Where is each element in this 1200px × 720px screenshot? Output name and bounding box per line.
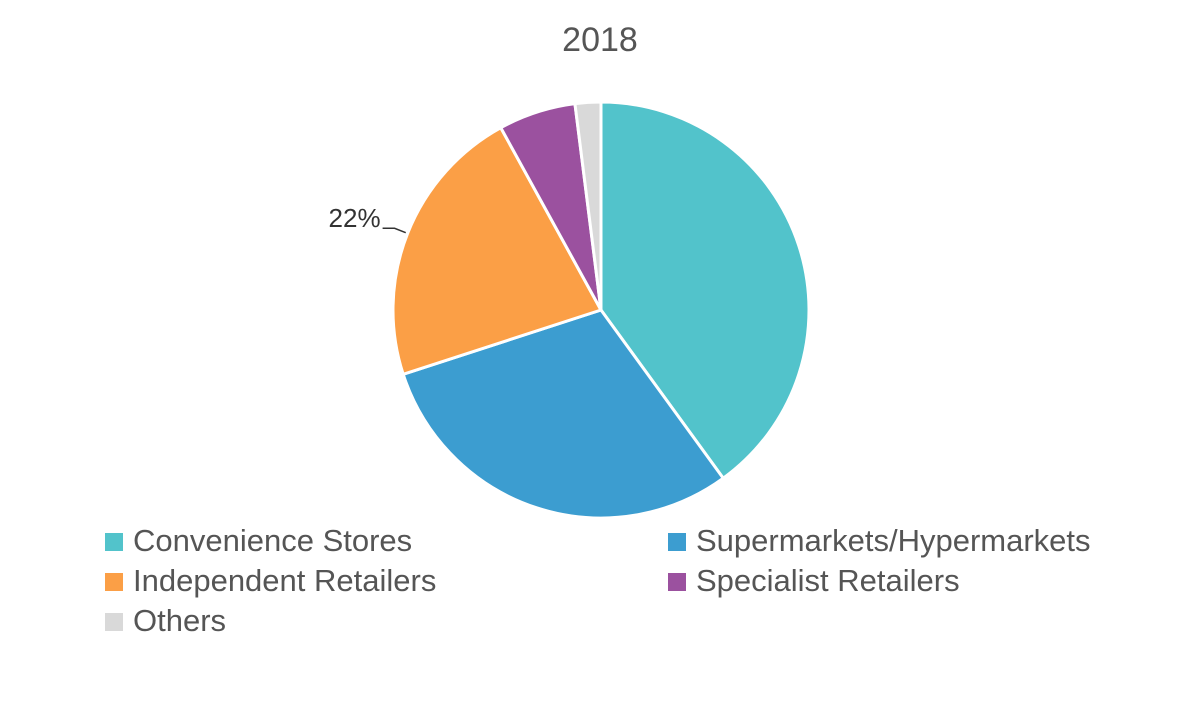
legend-swatch — [105, 533, 123, 551]
legend-label: Others — [133, 603, 226, 638]
chart-title: 2018 — [562, 21, 638, 59]
legend-swatch — [105, 613, 123, 631]
legend-label: Specialist Retailers — [696, 563, 960, 598]
pie-slice — [573, 100, 603, 311]
pie-slice — [391, 125, 604, 377]
legend-label: Independent Retailers — [133, 563, 436, 598]
data-label: 22% — [329, 203, 381, 233]
legend-swatch — [105, 573, 123, 591]
pie-slice — [599, 100, 811, 481]
leader-line — [382, 227, 407, 234]
legend-label: Supermarkets/Hypermarkets — [696, 523, 1091, 558]
legend-swatch — [668, 573, 686, 591]
legend-label: Convenience Stores — [133, 523, 412, 558]
pie-slice — [401, 308, 726, 520]
legend-swatch — [668, 533, 686, 551]
